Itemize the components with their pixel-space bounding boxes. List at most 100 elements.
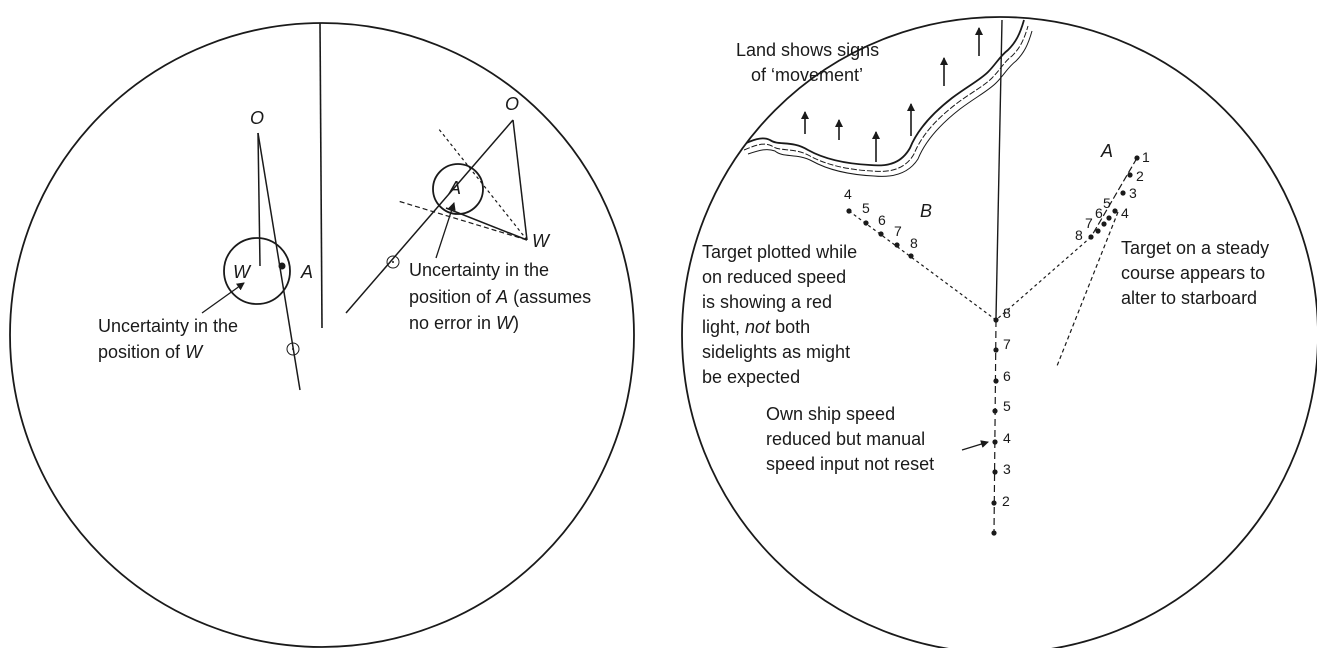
- target-a-solid-track: [1090, 157, 1138, 238]
- own-ship-num-4: 4: [1003, 430, 1011, 446]
- target-a-num-8: 8: [1075, 227, 1083, 243]
- left-radar-circle: [9, 22, 635, 648]
- point-small-ring-2: [386, 255, 400, 269]
- target-b-dot-5: [863, 220, 869, 226]
- target-a-track: 1 2 3 4 5 6 7 8 A: [995, 141, 1150, 367]
- label-a2: A: [448, 178, 461, 198]
- own-ship-dot-1: [991, 530, 997, 536]
- redlight-text-3: is showing a red: [702, 292, 832, 312]
- line-o-a: [257, 132, 301, 391]
- target-b-dot-6: [878, 231, 884, 237]
- label-o: O: [250, 108, 264, 128]
- ownship-speed-text-1: Own ship speed: [766, 404, 895, 424]
- target-b-num-5: 5: [862, 200, 870, 216]
- point-small-ring-2-center: [392, 261, 394, 263]
- point-small-ring-center: [292, 348, 294, 350]
- own-ship-track-line: [993, 319, 997, 535]
- plot-w-uncertainty: O W A Uncertainty in the position of W: [98, 108, 313, 391]
- target-b-num-8: 8: [910, 235, 918, 251]
- own-ship-num-7: 7: [1003, 336, 1011, 352]
- land-text-2: of ‘movement’: [751, 65, 863, 85]
- uncert-a-text-1: Uncertainty in the: [409, 260, 549, 280]
- label-w2: W: [532, 231, 551, 251]
- target-b-dot-8: [908, 253, 914, 259]
- target-b-track: 4 5 6 7 8 B: [844, 186, 997, 321]
- a-uncertainty-circle: [432, 163, 484, 215]
- own-ship-dot-2: [991, 500, 997, 506]
- label-w: W: [233, 262, 252, 282]
- own-ship-dot-6: [993, 378, 999, 384]
- steady-course-text-2: course appears to: [1121, 263, 1265, 283]
- target-b-dot-4: [846, 208, 852, 214]
- target-a-num-1: 1: [1142, 149, 1150, 165]
- line-o2-w2: [512, 119, 528, 241]
- own-ship-num-8: 8: [1003, 305, 1011, 321]
- uncert-a-text-2: position of A (assumes: [409, 287, 591, 307]
- own-ship-num-2: 2: [1002, 493, 1010, 509]
- target-b-num-6: 6: [878, 212, 886, 228]
- redlight-text-1: Target plotted while: [702, 242, 857, 262]
- uncert-w-text-1: Uncertainty in the: [98, 316, 238, 336]
- left-heading-line: [319, 22, 323, 329]
- label-o2: O: [505, 94, 519, 114]
- own-ship-dot-7: [993, 347, 999, 353]
- redlight-text-4: light, not both: [702, 317, 810, 337]
- right-heading-line: [995, 19, 1003, 319]
- steady-course-text-1: Target on a steady: [1121, 238, 1269, 258]
- target-b-dot-7: [894, 242, 900, 248]
- target-a-num-2: 2: [1136, 168, 1144, 184]
- ownship-speed-text-3: speed input not reset: [766, 454, 934, 474]
- left-radar-display: O W A Uncertainty in the position of W O…: [9, 22, 635, 648]
- right-radar-display: Land shows signs of ‘movement’ 8 7 6 5 4…: [681, 16, 1317, 648]
- target-a-dot-5: [1106, 215, 1112, 221]
- line-o-w: [257, 132, 261, 267]
- point-a-dot: [278, 262, 286, 270]
- land-movement-arrows: [801, 27, 983, 162]
- label-a: A: [300, 262, 313, 282]
- line-w2-a2: [445, 207, 528, 241]
- coastline: [739, 19, 1033, 177]
- redlight-text-2: on reduced speed: [702, 267, 846, 287]
- uncert-a-text-3: no error in W): [409, 313, 519, 333]
- label-target-a: A: [1100, 141, 1113, 161]
- target-a-num-6: 6: [1095, 205, 1103, 221]
- target-b-num-7: 7: [894, 223, 902, 239]
- own-ship-num-3: 3: [1003, 461, 1011, 477]
- target-b-line: [848, 210, 997, 321]
- target-a-num-5: 5: [1103, 195, 1111, 211]
- ownship-speed-arrow: [961, 440, 989, 451]
- target-a-dot-1: [1134, 155, 1140, 161]
- label-target-b: B: [920, 201, 932, 221]
- target-a-dot-2: [1127, 172, 1133, 178]
- uncert-w-arrow: [201, 282, 245, 314]
- land-text-1: Land shows signs: [736, 40, 879, 60]
- steady-course-text-3: alter to starboard: [1121, 288, 1257, 308]
- uncert-w-text-2: position of W: [98, 342, 204, 362]
- target-a-dot-8: [1088, 234, 1094, 240]
- target-a-num-4: 4: [1121, 205, 1129, 221]
- own-ship-num-6: 6: [1003, 368, 1011, 384]
- target-a-apparent-course: [1056, 211, 1119, 367]
- redlight-text-5: sidelights as might: [702, 342, 850, 362]
- own-ship-num-5: 5: [1003, 398, 1011, 414]
- redlight-text-6: be expected: [702, 367, 800, 387]
- target-a-dot-7: [1095, 228, 1101, 234]
- plot-a-uncertainty: O A W Uncertainty in the position of A (…: [345, 94, 591, 333]
- own-ship-dot-3: [992, 469, 998, 475]
- ownship-speed-text-2: reduced but manual: [766, 429, 925, 449]
- target-a-dot-3: [1120, 190, 1126, 196]
- uncert-a-arrow: [435, 202, 456, 259]
- target-a-num-3: 3: [1129, 185, 1137, 201]
- right-radar-circle: [681, 16, 1317, 648]
- point-small-ring: [286, 342, 300, 356]
- line-o2-track: [345, 119, 514, 314]
- own-ship-track: 8 7 6 5 4 3 2: [991, 305, 1011, 536]
- target-a-num-7: 7: [1085, 215, 1093, 231]
- target-a-dot-6: [1101, 221, 1107, 227]
- own-ship-dot-4: [992, 439, 998, 445]
- dashed-tangent-lower: [397, 200, 528, 241]
- target-a-dot-4: [1112, 208, 1118, 214]
- own-ship-dot-5: [992, 408, 998, 414]
- target-b-num-4: 4: [844, 186, 852, 202]
